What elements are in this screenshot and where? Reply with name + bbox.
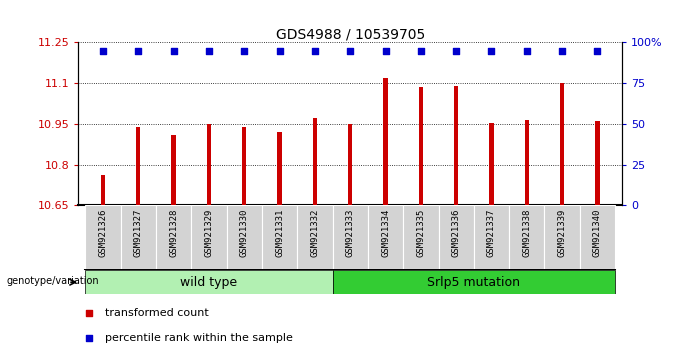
Bar bbox=[596, 121, 600, 205]
Text: GSM921339: GSM921339 bbox=[558, 209, 566, 257]
Bar bbox=[101, 176, 105, 205]
Bar bbox=[85, 270, 333, 294]
Point bbox=[415, 48, 426, 53]
Bar bbox=[490, 122, 494, 205]
Text: GSM921326: GSM921326 bbox=[99, 209, 107, 257]
Text: GSM921331: GSM921331 bbox=[275, 209, 284, 257]
Text: percentile rank within the sample: percentile rank within the sample bbox=[105, 333, 293, 343]
Bar bbox=[439, 205, 474, 269]
Bar bbox=[525, 120, 529, 205]
Bar bbox=[262, 205, 297, 269]
Point bbox=[84, 335, 95, 341]
Text: GSM921336: GSM921336 bbox=[452, 209, 460, 257]
Text: Srlp5 mutation: Srlp5 mutation bbox=[427, 276, 520, 289]
Point bbox=[345, 48, 356, 53]
Text: genotype/variation: genotype/variation bbox=[7, 276, 99, 286]
Point bbox=[168, 48, 179, 53]
Bar bbox=[207, 124, 211, 205]
Bar bbox=[368, 205, 403, 269]
Bar bbox=[545, 205, 580, 269]
Text: GSM921334: GSM921334 bbox=[381, 209, 390, 257]
Point bbox=[274, 48, 285, 53]
Point bbox=[203, 48, 214, 53]
Point bbox=[451, 48, 462, 53]
Bar bbox=[277, 132, 282, 205]
Text: GSM921329: GSM921329 bbox=[205, 209, 214, 257]
Text: GSM921335: GSM921335 bbox=[416, 209, 426, 257]
Text: GSM921327: GSM921327 bbox=[134, 209, 143, 257]
Bar bbox=[313, 119, 317, 205]
Bar bbox=[509, 205, 545, 269]
Text: GSM921337: GSM921337 bbox=[487, 209, 496, 257]
Bar bbox=[333, 205, 368, 269]
Text: GSM921330: GSM921330 bbox=[240, 209, 249, 257]
Point bbox=[97, 48, 108, 53]
Bar bbox=[454, 86, 458, 205]
Bar bbox=[85, 205, 120, 269]
Point bbox=[557, 48, 568, 53]
Bar bbox=[226, 205, 262, 269]
Point bbox=[239, 48, 250, 53]
Text: wild type: wild type bbox=[180, 276, 237, 289]
Text: GSM921340: GSM921340 bbox=[593, 209, 602, 257]
Point bbox=[592, 48, 603, 53]
Bar bbox=[242, 127, 246, 205]
Point bbox=[84, 310, 95, 316]
Bar bbox=[120, 205, 156, 269]
Point bbox=[309, 48, 320, 53]
Bar bbox=[348, 124, 352, 205]
Bar bbox=[171, 135, 175, 205]
Text: GSM921332: GSM921332 bbox=[310, 209, 320, 257]
Point bbox=[486, 48, 497, 53]
Bar bbox=[384, 78, 388, 205]
Point bbox=[133, 48, 143, 53]
Point bbox=[522, 48, 532, 53]
Bar bbox=[580, 205, 615, 269]
Bar bbox=[297, 205, 333, 269]
Bar bbox=[156, 205, 191, 269]
Bar bbox=[560, 83, 564, 205]
Text: GSM921328: GSM921328 bbox=[169, 209, 178, 257]
Point bbox=[380, 48, 391, 53]
Bar bbox=[403, 205, 439, 269]
Bar bbox=[136, 127, 140, 205]
Text: GSM921333: GSM921333 bbox=[345, 209, 355, 257]
Text: transformed count: transformed count bbox=[105, 308, 209, 318]
Text: GSM921338: GSM921338 bbox=[522, 209, 531, 257]
Bar bbox=[474, 205, 509, 269]
Bar bbox=[333, 270, 615, 294]
Bar bbox=[419, 87, 423, 205]
Title: GDS4988 / 10539705: GDS4988 / 10539705 bbox=[275, 27, 425, 41]
Bar bbox=[191, 205, 226, 269]
